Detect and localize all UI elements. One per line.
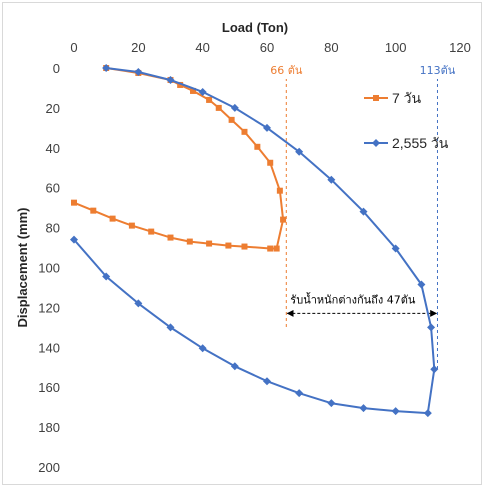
data-point [280, 216, 287, 223]
data-point [417, 280, 426, 289]
data-point [423, 409, 432, 418]
data-point [102, 272, 111, 281]
x-tick-label: 20 [131, 40, 145, 55]
data-point [198, 344, 207, 353]
data-point [263, 377, 271, 386]
reference-label-bg [264, 60, 309, 79]
x-axis-title: Load (Ton) [222, 20, 288, 35]
y-axis-title: Displacement (mm) [15, 208, 30, 328]
data-point [241, 243, 248, 250]
data-point [230, 362, 239, 371]
data-point [391, 407, 400, 416]
x-tick-label: 100 [385, 40, 407, 55]
data-point [276, 187, 283, 194]
data-point [90, 207, 97, 214]
x-tick-label: 0 [70, 40, 77, 55]
data-point [134, 299, 143, 308]
data-point [128, 222, 135, 229]
data-point [177, 81, 184, 88]
y-tick-label: 100 [38, 261, 60, 276]
data-point [71, 199, 77, 206]
y-tick-label: 0 [53, 61, 60, 76]
x-tick-label: 60 [260, 40, 274, 55]
reference-label-bg [417, 60, 458, 79]
data-point [70, 235, 78, 244]
data-point [198, 87, 207, 96]
x-tick-label: 40 [195, 40, 209, 55]
y-tick-label: 140 [38, 340, 60, 355]
data-point [148, 228, 155, 235]
annotation-text: รับน้ำหนักต่างกันถึง 47ตัน [290, 291, 416, 306]
data-point [190, 87, 197, 94]
x-tick-label: 80 [324, 40, 338, 55]
series-line [73, 67, 436, 415]
series-line [73, 67, 285, 250]
data-point [254, 143, 261, 150]
y-tick-label: 40 [46, 141, 60, 156]
y-tick-label: 120 [38, 300, 60, 315]
y-tick-label: 20 [46, 101, 60, 116]
chart-frame [2, 2, 482, 485]
data-point [327, 175, 336, 184]
data-point [263, 123, 271, 132]
data-point [186, 238, 193, 245]
data-point [427, 323, 436, 332]
data-point [166, 323, 175, 332]
reference-label: 66 ตัน [270, 64, 303, 77]
data-point [134, 67, 143, 76]
data-point [241, 128, 248, 135]
legend-marker [372, 139, 380, 147]
data-point [206, 96, 213, 103]
data-point [295, 147, 304, 156]
data-point [109, 215, 116, 222]
data-point [430, 365, 439, 374]
legend-marker [373, 95, 379, 101]
data-point [228, 116, 235, 123]
data-point [327, 399, 336, 408]
data-point [167, 234, 174, 241]
y-tick-label: 60 [46, 181, 60, 196]
y-tick-label: 80 [46, 221, 60, 236]
data-point [295, 389, 304, 398]
data-point [166, 75, 175, 84]
data-point [273, 245, 280, 252]
data-point [359, 207, 368, 216]
y-tick-label: 160 [38, 380, 60, 395]
reference-label: 113ตัน [420, 64, 456, 77]
data-point [206, 240, 213, 247]
y-tick-label: 200 [38, 460, 60, 475]
data-point [267, 159, 274, 166]
y-tick-label: 180 [38, 420, 60, 435]
data-point [215, 104, 222, 111]
legend-label: 7 วัน [392, 90, 422, 106]
data-point [359, 404, 368, 413]
x-tick-label: 120 [449, 40, 471, 55]
data-point [230, 103, 239, 112]
data-point [102, 64, 111, 72]
data-point [391, 244, 400, 253]
data-point [267, 245, 274, 252]
legend-label: 2,555 วัน [392, 135, 449, 151]
data-point [225, 242, 232, 249]
